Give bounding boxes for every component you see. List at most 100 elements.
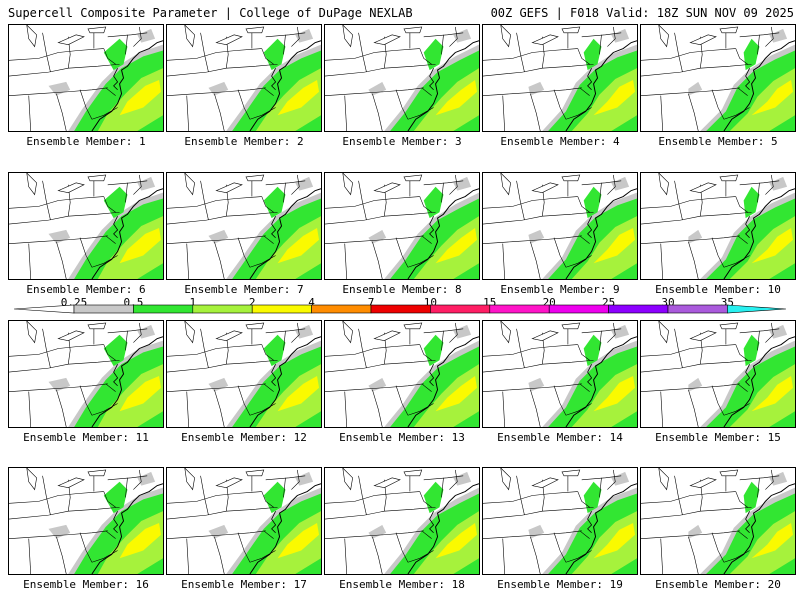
bay-outline (113, 216, 119, 239)
state-border (28, 243, 32, 279)
panel-map (166, 24, 322, 132)
state-border (196, 48, 262, 59)
panel-label: Ensemble Member: 19 (497, 578, 623, 591)
state-border (739, 32, 780, 38)
panel-map (324, 467, 480, 575)
state-border (737, 235, 748, 244)
lake-erie (531, 34, 559, 45)
state-border (200, 475, 209, 516)
map-svg (325, 173, 479, 279)
scp-band-1 (413, 216, 479, 279)
state-border (38, 48, 104, 59)
state-border (325, 211, 436, 225)
scp-band-1 (413, 68, 479, 131)
lake-ontario (561, 469, 581, 477)
state-border (200, 32, 209, 73)
state-border (265, 475, 306, 481)
state-border (372, 389, 383, 427)
scp-band-05-north (103, 38, 128, 71)
state-border (38, 344, 104, 355)
state-border (641, 359, 752, 373)
state-border (79, 237, 93, 268)
scp-band-05-north (743, 481, 760, 514)
state-border (325, 58, 355, 61)
scp-patch (528, 229, 545, 244)
legend-segment (667, 304, 728, 314)
map-svg (641, 173, 795, 279)
lake-erie (689, 477, 717, 488)
scp-band-2 (119, 227, 162, 264)
run-info: 00Z GEFS | F018 Valid: 18Z SUN NOV 09 20… (490, 6, 794, 20)
legend-segment (133, 304, 194, 314)
state-border (599, 182, 602, 203)
state-border (56, 536, 67, 574)
state-border (325, 235, 424, 244)
map-svg (483, 173, 637, 279)
state-border (283, 330, 286, 351)
state-border (660, 95, 664, 131)
legend-segment (370, 304, 431, 314)
panel-map (640, 320, 796, 428)
scp-patch (368, 524, 387, 539)
scp-band-1 (255, 216, 321, 279)
panel-label: Ensemble Member: 5 (658, 135, 778, 148)
legend-arrow-left (13, 304, 75, 314)
state-border (283, 182, 286, 203)
state-border (125, 34, 128, 55)
scp-band-2 (751, 522, 794, 559)
state-border (105, 87, 116, 96)
scp-patch (368, 377, 387, 392)
state-border (261, 491, 274, 508)
scp-patch (611, 176, 630, 191)
lake-erie (215, 477, 243, 488)
panel-map (324, 320, 480, 428)
state-border (358, 475, 367, 516)
state-border (516, 328, 525, 369)
state-border (9, 235, 108, 244)
state-border (581, 328, 622, 334)
state-border (577, 48, 590, 65)
state-border (502, 538, 506, 574)
map-svg (9, 25, 163, 131)
state-border (186, 95, 190, 131)
coastline (407, 188, 479, 279)
legend-segment (548, 304, 609, 314)
state-border (441, 330, 444, 351)
coastline (565, 336, 637, 427)
state-border (581, 475, 622, 481)
legend-segment (311, 304, 372, 314)
state-border (263, 383, 274, 392)
lake-erie (531, 477, 559, 488)
legend-bar (13, 304, 787, 314)
bay-outline (271, 68, 277, 91)
scp-patch (48, 524, 71, 539)
panel-map (166, 172, 322, 280)
state-border (739, 475, 780, 481)
panel-label: Ensemble Member: 15 (655, 431, 781, 444)
legend-value: 4 (308, 296, 315, 309)
state-border (103, 491, 116, 508)
legend-segment (489, 304, 550, 314)
state-border (325, 359, 436, 373)
scp-band-2 (277, 227, 320, 264)
panel-label: Ensemble Member: 4 (500, 135, 620, 148)
scp-patch (137, 324, 156, 339)
panel-map (166, 467, 322, 575)
bay-outline (587, 68, 593, 91)
state-border (512, 491, 578, 502)
state-border (214, 241, 225, 279)
state-border (261, 196, 274, 213)
state-border (200, 328, 209, 369)
map-svg (167, 468, 321, 574)
lake-michigan (500, 321, 511, 344)
lake-erie (215, 330, 243, 341)
map-svg (325, 25, 479, 131)
scp-band-1 (255, 68, 321, 131)
state-border (167, 235, 266, 244)
lake-erie (215, 34, 243, 45)
state-border (28, 391, 32, 427)
scp-band-1 (571, 511, 637, 574)
map-svg (167, 25, 321, 131)
lake-michigan (500, 173, 511, 196)
panel-map (166, 320, 322, 428)
